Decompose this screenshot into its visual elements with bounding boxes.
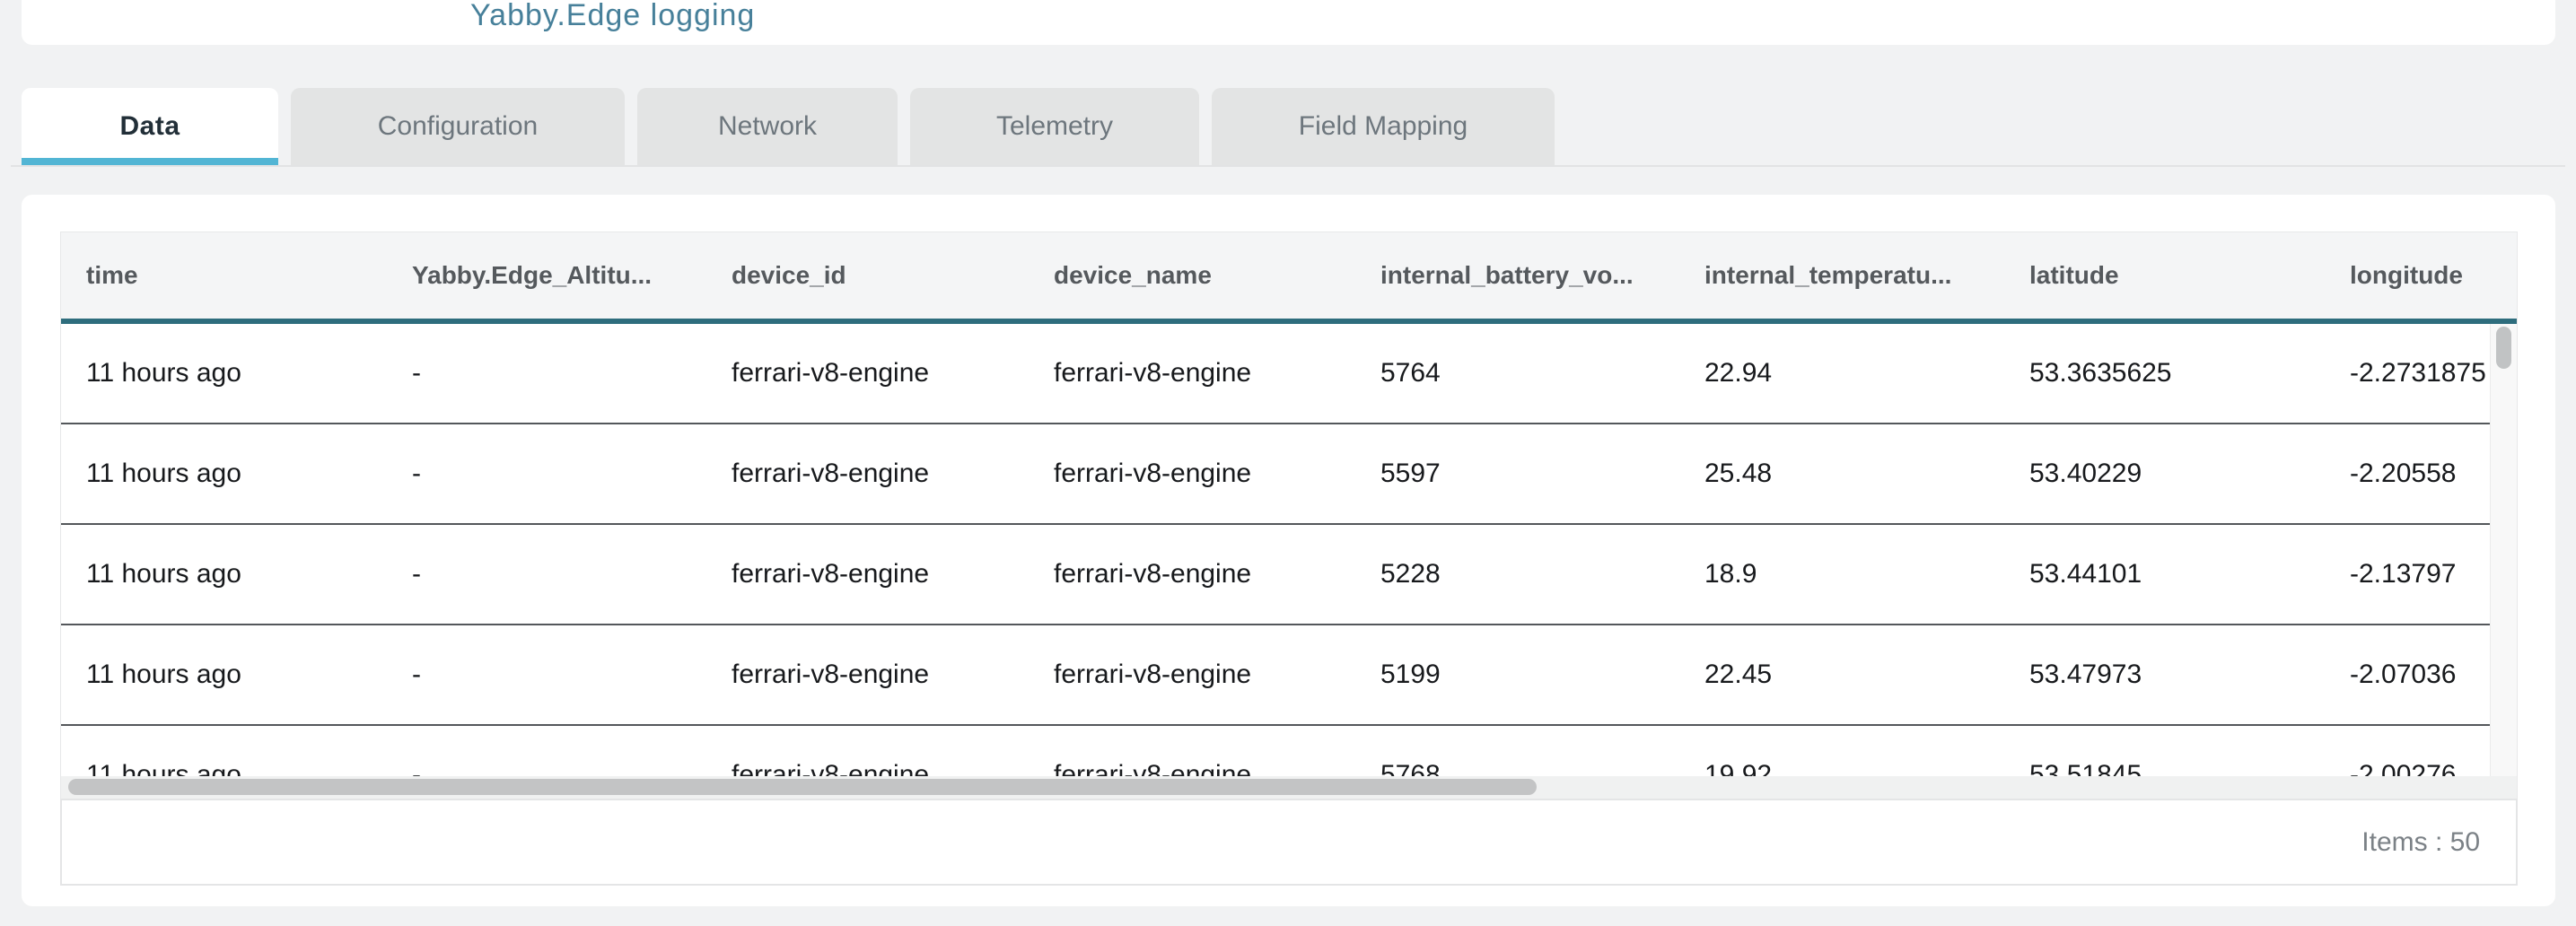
- table-cell: 5597: [1380, 459, 1441, 488]
- table-body: 11 hours ago - ferrari-v8-engine ferrari-v8…: [61, 324, 2490, 777]
- table-row: 11 hours ago - ferrari-v8-engine ferrari-v8…: [61, 324, 2490, 424]
- tab-network[interactable]: Network: [637, 88, 898, 165]
- table-cell: 53.40229: [2029, 459, 2142, 488]
- table-cell: 11 hours ago: [86, 660, 241, 689]
- table-cell: 19.92: [1704, 760, 1773, 777]
- header-cell: device_id: [732, 261, 846, 289]
- table-cell: 53.51845: [2029, 760, 2142, 777]
- table-footer: Items : 50: [60, 799, 2518, 886]
- vertical-scrollbar-thumb[interactable]: [2496, 327, 2511, 369]
- table-cell: 11 hours ago: [86, 760, 241, 777]
- tab-configuration[interactable]: Configuration: [291, 88, 625, 165]
- tab-field-mapping[interactable]: Field Mapping: [1212, 88, 1555, 165]
- table-row: 11 hours ago - ferrari-v8-engine ferrari-v8…: [61, 525, 2490, 625]
- vertical-scrollbar[interactable]: [2490, 324, 2517, 777]
- table-cell: 18.9: [1704, 559, 1757, 589]
- table-cell: ferrari-v8-engine: [732, 358, 930, 388]
- table-cell: -: [412, 358, 421, 388]
- header-cell: longitude: [2350, 261, 2463, 289]
- table-cell: -2.13797: [2350, 559, 2457, 589]
- table-cell: ferrari-v8-engine: [1054, 459, 1252, 488]
- table-cell: 11 hours ago: [86, 459, 241, 488]
- table-cell: 53.3635625: [2029, 358, 2172, 388]
- table-cell: -: [412, 559, 421, 589]
- table-cell: 11 hours ago: [86, 559, 241, 589]
- table-cell: -: [412, 660, 421, 689]
- tab-data[interactable]: Data: [22, 88, 278, 165]
- table-cell: -: [412, 459, 421, 488]
- table-cell: ferrari-v8-engine: [1054, 660, 1252, 689]
- table-cell: 53.47973: [2029, 660, 2142, 689]
- table-header-row: time Yabby.Edge_Altitu... device_id device_…: [61, 232, 2517, 319]
- horizontal-scrollbar[interactable]: [61, 776, 2517, 799]
- tab-bar: Data Configuration Network Telemetry Fie…: [22, 88, 1555, 165]
- table-cell: ferrari-v8-engine: [732, 559, 930, 589]
- data-panel: time Yabby.Edge_Altitu... device_id device_…: [22, 195, 2555, 906]
- header-cell: time: [86, 261, 138, 289]
- table-cell: 11 hours ago: [86, 358, 241, 388]
- table-cell: 53.44101: [2029, 559, 2142, 589]
- table-cell: 25.48: [1704, 459, 1773, 488]
- header-cell: device_name: [1054, 261, 1212, 289]
- header-cell: internal_battery_vo...: [1380, 261, 1634, 289]
- items-count-label: Items : 50: [2361, 826, 2480, 857]
- header-cell: internal_temperatu...: [1704, 261, 1952, 289]
- table-cell: ferrari-v8-engine: [732, 660, 930, 689]
- table-cell: ferrari-v8-engine: [732, 459, 930, 488]
- table-cell: 5228: [1380, 559, 1441, 589]
- top-card: Yabby.Edge logging: [22, 0, 2555, 45]
- table-cell: ferrari-v8-engine: [1054, 559, 1252, 589]
- table-cell: ferrari-v8-engine: [732, 760, 930, 777]
- table-cell: ferrari-v8-engine: [1054, 760, 1252, 777]
- table-cell: -2.00276: [2350, 760, 2457, 777]
- header-cell: Yabby.Edge_Altitu...: [412, 261, 653, 289]
- table-cell: -2.07036: [2350, 660, 2457, 689]
- table-cell: 22.94: [1704, 358, 1773, 388]
- tab-telemetry[interactable]: Telemetry: [910, 88, 1199, 165]
- tabbar-divider: [11, 165, 2565, 167]
- table-cell: 5199: [1380, 660, 1441, 689]
- data-table: time Yabby.Edge_Altitu... device_id device_…: [60, 232, 2518, 799]
- table-cell: -: [412, 760, 421, 777]
- clipped-page-link[interactable]: Yabby.Edge logging: [470, 0, 756, 32]
- table-cell: 5764: [1380, 358, 1441, 388]
- table-cell: -2.2731875: [2350, 358, 2486, 388]
- table-row: 11 hours ago - ferrari-v8-engine ferrari-v8…: [61, 625, 2490, 726]
- table-cell: 5768: [1380, 760, 1441, 777]
- table-cell: 22.45: [1704, 660, 1773, 689]
- table-row: 11 hours ago - ferrari-v8-engine ferrari-v8…: [61, 726, 2490, 777]
- table-cell: -2.20558: [2350, 459, 2457, 488]
- table-row: 11 hours ago - ferrari-v8-engine ferrari-v8…: [61, 424, 2490, 525]
- table-cell: ferrari-v8-engine: [1054, 358, 1252, 388]
- horizontal-scrollbar-thumb[interactable]: [68, 779, 1537, 795]
- header-cell: latitude: [2029, 261, 2119, 289]
- header-accent-bar: [61, 319, 2517, 324]
